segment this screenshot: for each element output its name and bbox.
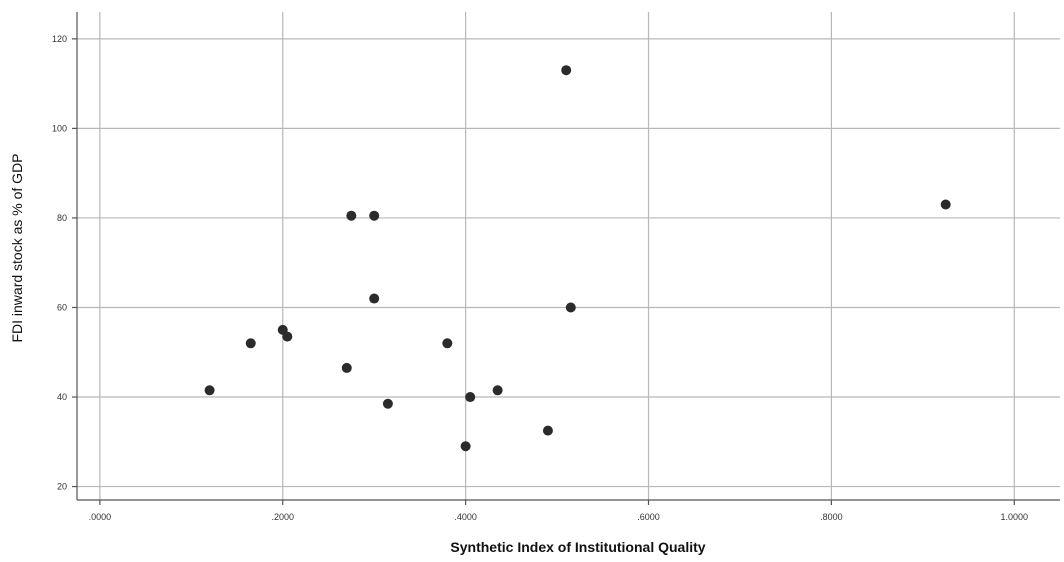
grid-lines xyxy=(77,12,1060,500)
data-point xyxy=(341,362,352,373)
axes xyxy=(72,12,1060,505)
x-tick-label: .8000 xyxy=(820,512,843,522)
x-tick-label: .4000 xyxy=(454,512,477,522)
x-tick-label: .6000 xyxy=(637,512,660,522)
data-point xyxy=(565,302,576,313)
data-point xyxy=(465,392,476,403)
data-point xyxy=(492,385,503,396)
y-tick-label: 100 xyxy=(52,123,67,133)
y-tick-label: 60 xyxy=(57,302,67,312)
data-point xyxy=(204,385,215,396)
x-tick-label: .2000 xyxy=(271,512,294,522)
y-tick-label: 80 xyxy=(57,213,67,223)
data-point xyxy=(282,331,293,342)
y-tick-label: 20 xyxy=(57,482,67,492)
data-point xyxy=(442,338,453,349)
x-axis-title: Synthetic Index of Institutional Quality xyxy=(450,539,705,555)
data-point xyxy=(561,65,572,76)
data-point xyxy=(369,293,380,304)
y-tick-label: 120 xyxy=(52,34,67,44)
data-points xyxy=(204,65,951,452)
x-tick-label: 1.0000 xyxy=(1001,512,1029,522)
data-point xyxy=(460,441,471,452)
data-point xyxy=(369,210,380,221)
data-point xyxy=(245,338,256,349)
data-point xyxy=(382,398,393,409)
data-point xyxy=(346,210,357,221)
data-point xyxy=(940,199,951,210)
y-axis-title: FDI inward stock as % of GDP xyxy=(9,153,25,342)
data-point xyxy=(542,425,553,436)
x-tick-label: .0000 xyxy=(89,512,112,522)
tick-labels: .0000 .2000 .4000 .6000 .8000 1.0000 20 40 60 80 1… xyxy=(52,34,1028,522)
y-tick-label: 40 xyxy=(57,392,67,402)
